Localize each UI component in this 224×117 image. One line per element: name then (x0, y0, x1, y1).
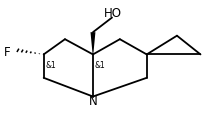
Polygon shape (90, 32, 95, 54)
Text: &1: &1 (45, 61, 56, 70)
Text: F: F (4, 46, 11, 59)
Text: HO: HO (104, 7, 122, 20)
Text: N: N (88, 95, 97, 108)
Text: &1: &1 (94, 61, 105, 70)
